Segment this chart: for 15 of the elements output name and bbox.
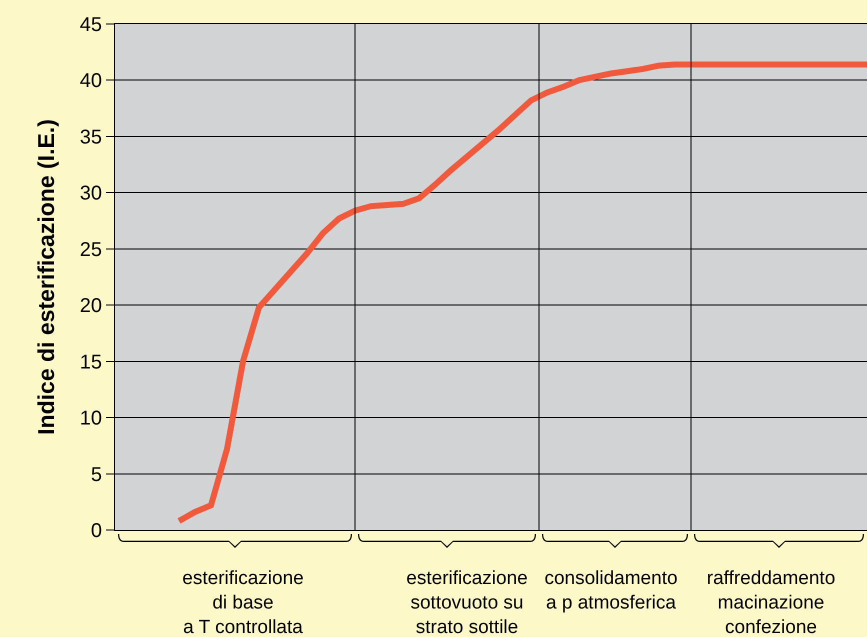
y-tick-label: 30 [80, 182, 102, 205]
x-tick-label: raffreddamento macinazione confezione [706, 568, 836, 637]
y-tick-label: 40 [80, 70, 102, 92]
y-tick-label: 45 [80, 14, 102, 36]
y-tick-label: 15 [80, 351, 102, 374]
x-tick-label: esterificazione sottovuoto su strato sottile [406, 568, 528, 637]
y-tick-label: 0 [90, 520, 102, 542]
x-tick-label: consolidamento a p atmosferica [544, 568, 678, 614]
y-tick-label: 10 [80, 408, 102, 430]
y-tick-label: 35 [80, 126, 102, 148]
y-tick-label: 25 [80, 238, 102, 261]
y-tick-label: 20 [80, 295, 102, 318]
x-tick-label: esterificazione di base a T controllata [182, 568, 304, 637]
y-axis-title: Indice di esterificazione (I.E.) [33, 119, 60, 435]
y-tick-label: 5 [90, 464, 102, 486]
